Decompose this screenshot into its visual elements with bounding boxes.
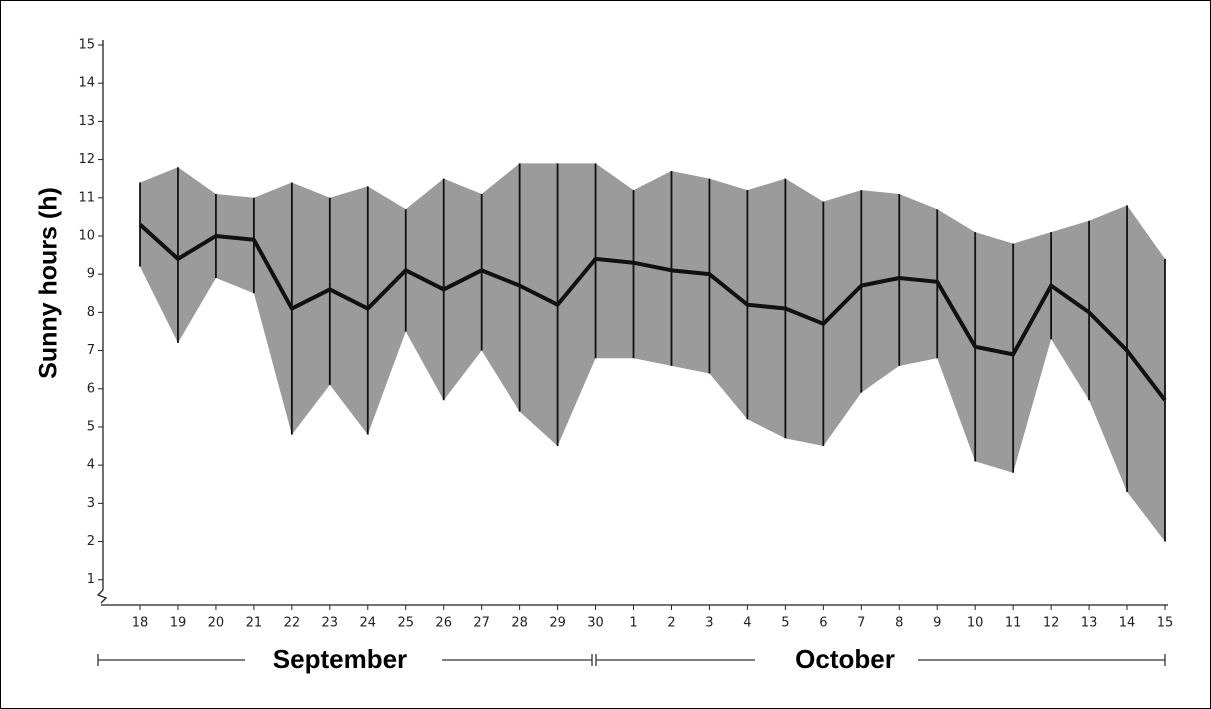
plot (140, 163, 1165, 542)
x-tick-label: 1 (629, 616, 637, 631)
month-brackets (97, 654, 1166, 666)
y-tick-label: 10 (78, 228, 95, 243)
y-tick-label: 11 (78, 190, 95, 205)
x-tick-label: 14 (1119, 616, 1136, 631)
y-tick-label: 8 (87, 305, 95, 320)
month-label: October (795, 644, 895, 674)
range-area (140, 163, 1165, 542)
x-tick-label: 13 (1081, 616, 1098, 631)
x-tick-label: 12 (1043, 616, 1060, 631)
x-tick-label: 8 (895, 616, 903, 631)
x-tick-label: 19 (170, 616, 187, 631)
x-tick-label: 10 (967, 616, 984, 631)
x-tick-label: 21 (246, 616, 263, 631)
x-tick-label: 11 (1005, 616, 1022, 631)
y-tick-label: 2 (87, 534, 95, 549)
y-tick-label: 12 (78, 152, 95, 167)
y-tick-label: 15 (78, 38, 95, 53)
x-tick-label: 9 (933, 616, 941, 631)
x-tick-label: 20 (208, 616, 225, 631)
x-tick-label: 6 (819, 616, 827, 631)
y-tick-label: 14 (78, 76, 95, 91)
x-tick-label: 15 (1157, 616, 1174, 631)
y-tick-label: 3 (87, 496, 95, 511)
x-tick-label: 2 (667, 616, 675, 631)
x-tick-label: 25 (397, 616, 414, 631)
x-tick-label: 29 (549, 616, 566, 631)
y-tick-label: 7 (87, 343, 95, 358)
y-tick-label: 1 (87, 572, 95, 587)
y-tick-label: 9 (87, 267, 95, 282)
x-tick-label: 26 (435, 616, 452, 631)
x-tick-label: 7 (857, 616, 865, 631)
y-tick-label: 5 (87, 419, 95, 434)
x-tick-label: 18 (132, 616, 149, 631)
x-tick-label: 27 (473, 616, 490, 631)
x-tick-label: 24 (360, 616, 377, 631)
y-tick-label: 6 (87, 381, 95, 396)
x-tick-label: 4 (743, 616, 751, 631)
axis-break (96, 589, 108, 604)
mean-line (138, 223, 1167, 402)
x-tick-label: 3 (705, 616, 713, 631)
x-tick-label: 23 (322, 616, 339, 631)
x-tick-label: 22 (284, 616, 301, 631)
y-axis-label: Sunny hours (h) (35, 187, 63, 379)
month-label: September (273, 644, 407, 674)
x-tick-label: 5 (781, 616, 789, 631)
x-tick-label: 28 (511, 616, 528, 631)
y-tick-label: 13 (78, 114, 95, 129)
x-tick-label: 30 (587, 616, 604, 631)
y-tick-label: 4 (87, 458, 95, 473)
